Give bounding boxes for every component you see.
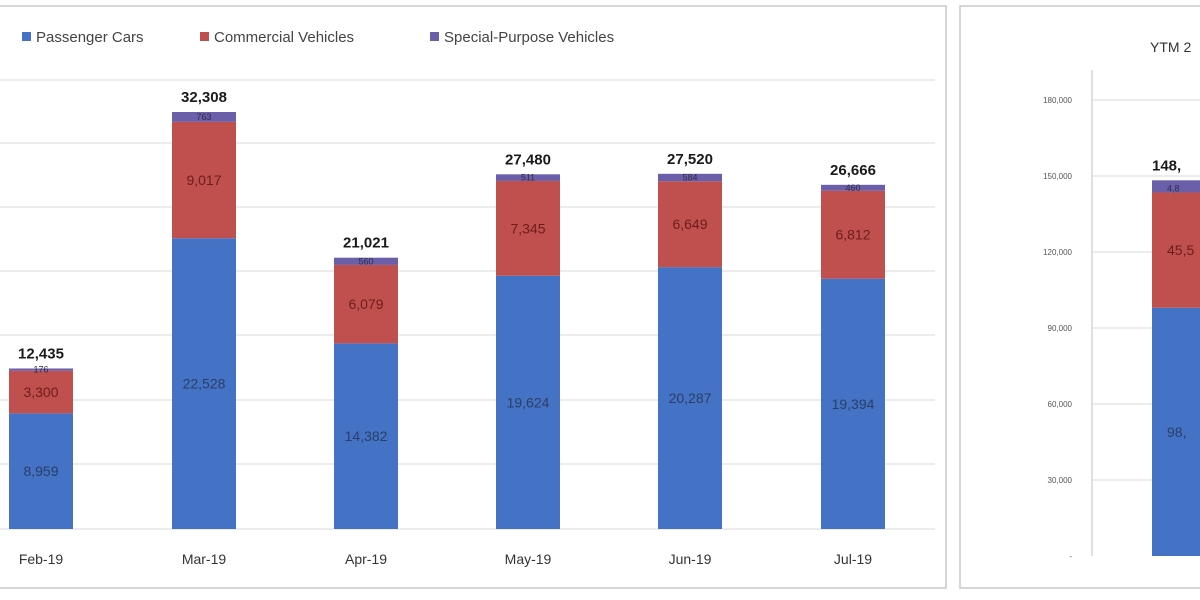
bar-commercial-mar-19: [172, 121, 236, 239]
y-tick-label: 60,000: [1048, 400, 1073, 409]
bar-passenger-apr-19: [334, 343, 398, 529]
data-label-passenger: 8,959: [23, 463, 58, 479]
bar-special-apr-19: [334, 257, 398, 265]
bar-passenger-mar-19: [172, 238, 236, 529]
ytm-data-label-passenger: 98,: [1167, 424, 1186, 440]
ytm-data-label-commercial: 45,5: [1167, 242, 1194, 258]
total-label: 21,021: [343, 235, 389, 252]
x-tick-label: Jun-19: [669, 551, 712, 567]
legend-label-special: Special-Purpose Vehicles: [444, 29, 614, 46]
ytm-bar-special: [1152, 180, 1200, 193]
total-label: 27,520: [667, 151, 713, 168]
right-labels: 98, 45,5 4,8 148,: [1152, 157, 1194, 440]
left-x-axis: Feb-19 Mar-19 Apr-19 May-19 Jun-19 Jul-19: [19, 551, 872, 567]
total-label: 32,308: [181, 89, 227, 106]
y-tick-label: 90,000: [1048, 324, 1073, 333]
ytm-data-label-special: 4,8: [1167, 183, 1180, 193]
left-gridlines: [0, 79, 935, 530]
y-tick-label: 30,000: [1048, 476, 1073, 485]
legend-label-commercial: Commercial Vehicles: [214, 29, 354, 46]
total-label: 26,666: [830, 162, 876, 179]
legend-swatch-commercial: [200, 32, 209, 41]
data-label-passenger: 22,528: [183, 376, 226, 392]
bar-passenger-jul-19: [821, 278, 885, 529]
data-label-passenger: 19,394: [832, 396, 875, 412]
left-labels: 8,959 3,300 176 12,435 22,528 9,017 763 32,308 1…: [18, 89, 876, 479]
data-label-special: 560: [358, 256, 373, 266]
bar-passenger-jun-19: [658, 267, 722, 529]
bar-commercial-may-19: [496, 180, 560, 276]
right-chart-title: YTM 2: [1150, 39, 1191, 55]
chart-legend: Passenger Cars Commercial Vehicles Special…: [22, 29, 614, 46]
bar-commercial-feb-19: [9, 370, 73, 414]
legend-label-passenger: Passenger Cars: [36, 29, 144, 46]
data-label-passenger: 19,624: [507, 394, 550, 410]
left-chart-panel: [0, 5, 947, 589]
x-tick-label: Jul-19: [834, 551, 872, 567]
right-bars: [1152, 180, 1200, 556]
data-label-special: 584: [682, 173, 697, 183]
bar-commercial-apr-19: [334, 264, 398, 344]
bar-special-mar-19: [172, 112, 236, 122]
total-label: 12,435: [18, 346, 64, 363]
x-tick-label: Apr-19: [345, 551, 387, 567]
data-label-passenger: 20,287: [669, 390, 712, 406]
ytm-bar-commercial: [1152, 192, 1200, 308]
y-tick-label: 120,000: [1043, 248, 1072, 257]
bar-commercial-jul-19: [821, 190, 885, 279]
bar-special-feb-19: [9, 368, 73, 371]
data-label-commercial: 7,345: [510, 220, 545, 236]
x-tick-label: May-19: [505, 551, 552, 567]
data-label-commercial: 3,300: [23, 384, 58, 400]
data-label-special: 763: [196, 112, 211, 122]
ytm-bar-passenger: [1152, 307, 1200, 556]
right-y-axis: - 30,000 60,000 90,000 120,000 150,000 180,000: [1043, 96, 1072, 561]
legend-swatch-passenger: [22, 32, 31, 41]
bar-special-may-19: [496, 174, 560, 181]
y-tick-label: 150,000: [1043, 172, 1072, 181]
x-tick-label: Feb-19: [19, 551, 64, 567]
data-label-commercial: 6,649: [672, 216, 707, 232]
ytm-total-label: 148,: [1152, 157, 1181, 174]
data-label-commercial: 9,017: [186, 172, 221, 188]
left-bars: [9, 112, 885, 529]
data-label-commercial: 6,812: [835, 227, 870, 243]
data-label-special: 511: [521, 173, 535, 183]
bar-special-jul-19: [821, 184, 885, 191]
bar-special-jun-19: [658, 173, 722, 182]
data-label-special: 460: [845, 183, 860, 193]
bar-commercial-jun-19: [658, 181, 722, 268]
data-label-special: 176: [33, 365, 48, 375]
y-tick-label: -: [1069, 552, 1072, 561]
total-label: 27,480: [505, 151, 551, 168]
x-tick-label: Mar-19: [182, 551, 227, 567]
legend-swatch-special: [430, 32, 439, 41]
y-tick-label: 180,000: [1043, 96, 1072, 105]
bar-passenger-feb-19: [9, 413, 73, 529]
data-label-commercial: 6,079: [348, 296, 383, 312]
data-label-passenger: 14,382: [345, 428, 388, 444]
bar-passenger-may-19: [496, 275, 560, 529]
